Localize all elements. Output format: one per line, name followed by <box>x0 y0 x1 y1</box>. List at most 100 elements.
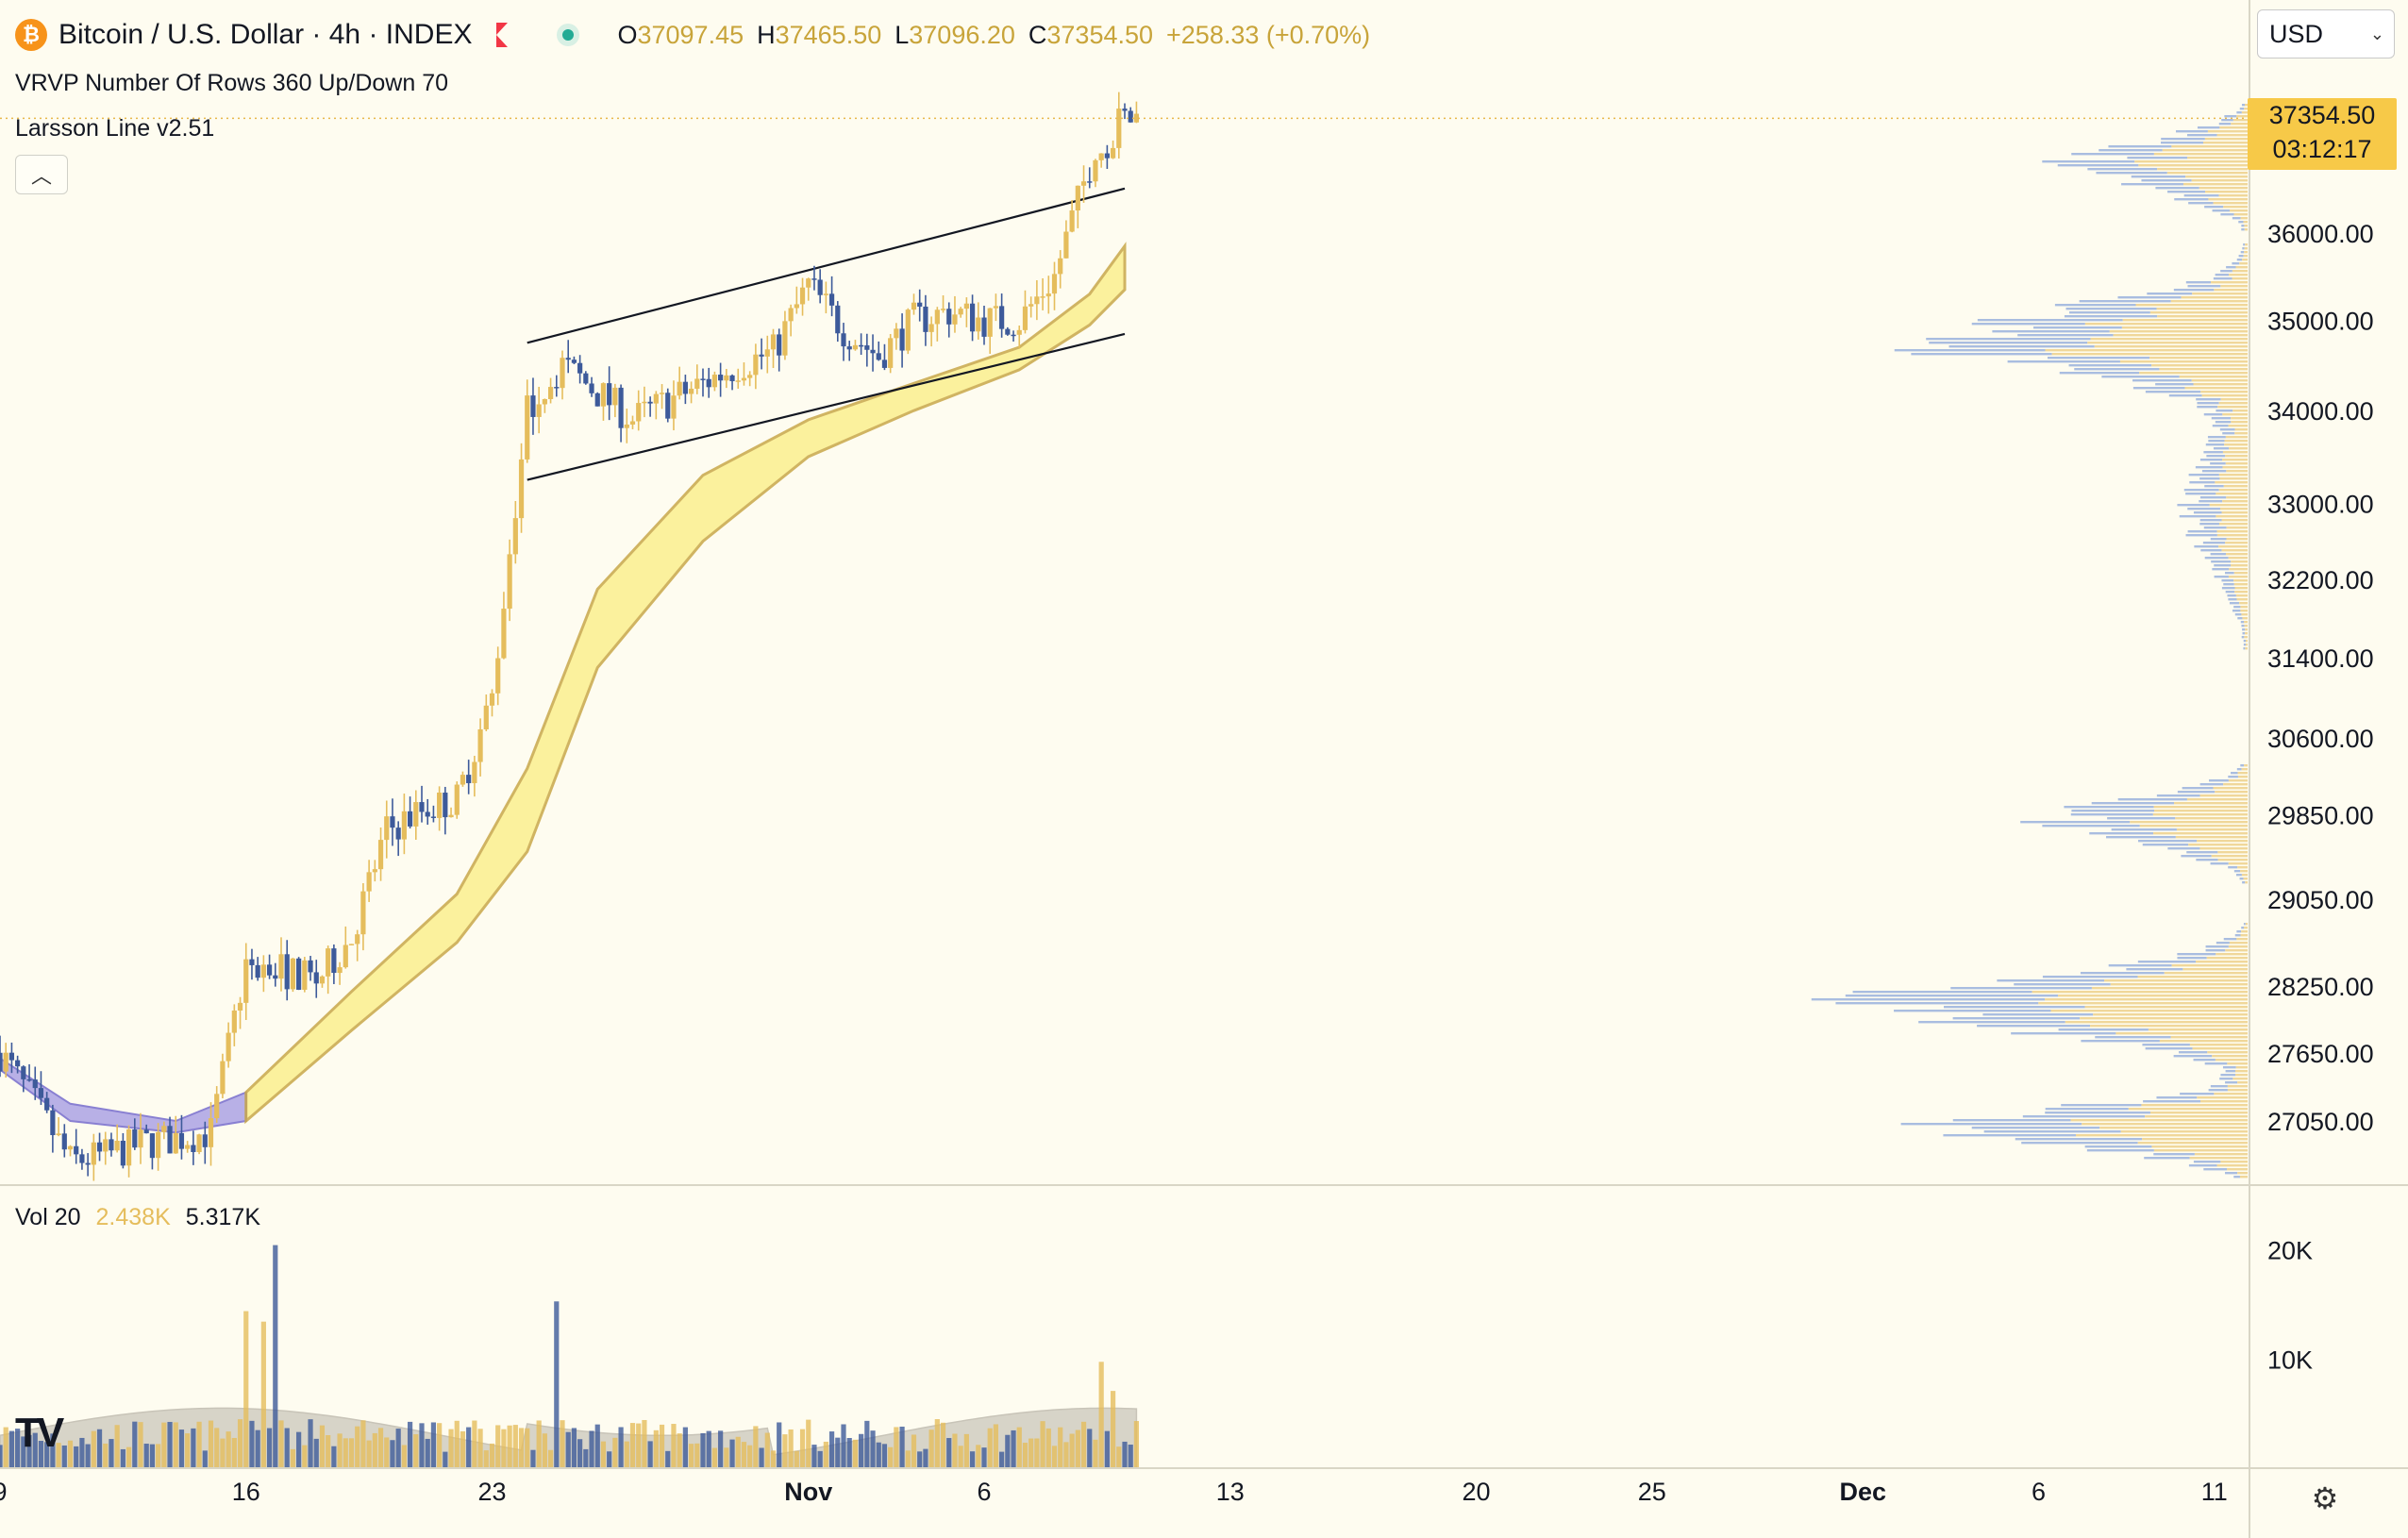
candle-up <box>226 1032 231 1062</box>
volume-profile-down <box>2210 1085 2228 1088</box>
volume-profile-down <box>2220 270 2232 273</box>
ohlc-open-key: O <box>617 20 638 49</box>
candles <box>0 92 1140 1181</box>
volume-bar <box>372 1432 377 1468</box>
candle-up <box>1045 293 1051 297</box>
time-axis-label: 9 <box>0 1478 8 1506</box>
volume-profile-down <box>2117 296 2182 299</box>
volume-legend[interactable]: Vol 20 2.438K 5.317K <box>15 1204 260 1231</box>
volume-profile-down <box>2228 866 2238 869</box>
volume-bar <box>1087 1429 1093 1468</box>
gear-icon[interactable]: ⚙ <box>2311 1481 2339 1515</box>
volume-bar <box>583 1448 589 1468</box>
volume-bar <box>881 1444 888 1468</box>
candle-up <box>799 287 806 305</box>
volume-bar <box>313 1438 319 1468</box>
volume-profile-down <box>2197 406 2218 409</box>
volume-bar <box>243 1311 249 1468</box>
volume-profile-down <box>2188 474 2219 476</box>
volume-bar <box>835 1437 841 1468</box>
volume-profile-down <box>2071 810 2155 812</box>
flag-icon[interactable] <box>496 23 509 47</box>
volume-profile-up <box>2228 779 2248 782</box>
volume-profile-down <box>1929 342 2088 344</box>
volume-profile-down <box>2057 164 2139 167</box>
volume-profile-up <box>2218 194 2248 197</box>
volume-profile-down <box>2095 1036 2171 1039</box>
candle-up <box>1069 210 1075 232</box>
indicator-vrvp[interactable]: VRVP Number Of Rows 360 Up/Down 70 <box>15 70 449 96</box>
volume-profile-up <box>2229 447 2248 450</box>
candle-down <box>777 334 782 356</box>
volume-profile-up <box>2090 338 2248 341</box>
candle-up <box>125 1128 132 1166</box>
time-axis-label: Dec <box>1839 1478 1886 1506</box>
volume-profile-down <box>2228 776 2238 778</box>
volume-profile-up <box>2216 953 2248 956</box>
volume-profile-up <box>2120 1130 2248 1133</box>
volume-bar <box>360 1420 366 1468</box>
volume-profile-down <box>1926 338 2091 341</box>
volume-profile-up <box>2166 172 2248 175</box>
volume-profile-up <box>2087 342 2248 344</box>
candle-up <box>782 321 788 356</box>
candle-down <box>430 816 437 818</box>
volume-bar <box>343 1438 348 1468</box>
volume-bar <box>706 1430 711 1468</box>
volume-profile-up <box>2226 527 2248 529</box>
collapse-indicators-button[interactable]: ︿ <box>15 155 68 194</box>
candle-up <box>724 375 729 381</box>
tradingview-logo[interactable]: TV <box>15 1410 64 1456</box>
volume-profile-up <box>2212 1055 2248 1058</box>
candle-up <box>372 869 377 873</box>
candle-down <box>647 401 653 404</box>
volume-bar <box>671 1424 677 1468</box>
volume-profile-up <box>2233 579 2248 582</box>
ohlc-open-value: 37097.45 <box>637 20 744 49</box>
volume-bar <box>911 1434 917 1468</box>
volume-profile-up <box>2084 1006 2248 1009</box>
volume-profile-up <box>2229 568 2248 571</box>
volume-profile-up <box>2130 821 2248 824</box>
candle-up <box>138 1129 143 1148</box>
volume-profile-down <box>2210 538 2227 541</box>
volume-profile-up <box>2245 628 2248 631</box>
volume-profile-down <box>2212 568 2230 571</box>
volume-profile-up <box>2227 1168 2248 1171</box>
volume-profile-up <box>2235 1070 2248 1073</box>
volume-profile-down <box>1918 1021 2065 1024</box>
volume-profile-up <box>2211 281 2248 284</box>
volume-bar <box>629 1423 636 1468</box>
indicator-larsson[interactable]: Larsson Line v2.51 <box>15 115 215 142</box>
candle-up <box>764 349 770 357</box>
candle-up <box>806 278 811 288</box>
volume-profile-down <box>2173 289 2215 292</box>
volume-bar <box>1116 1446 1122 1468</box>
candle-down <box>32 1079 38 1089</box>
volume-profile-up <box>2170 1036 2248 1039</box>
volume-profile-down <box>2219 1078 2233 1080</box>
volume-profile-down <box>2033 326 2122 329</box>
currency-select[interactable]: USD ⌄ <box>2257 9 2395 59</box>
candle-down <box>1122 109 1128 111</box>
volume-bar <box>817 1450 823 1468</box>
volume-profile-up <box>2213 787 2248 790</box>
volume-profile-down <box>2233 1176 2240 1179</box>
volume-profile-up <box>2222 459 2248 461</box>
volume-profile-down <box>2211 417 2232 420</box>
volume-bar <box>466 1427 472 1468</box>
volume-profile-up <box>2141 1104 2248 1107</box>
volume-profile-up <box>2233 583 2248 586</box>
market-status-icon[interactable] <box>557 24 580 46</box>
volume-profile-down <box>2228 598 2237 601</box>
volume-profile-up <box>2051 353 2248 356</box>
volume-bar <box>208 1420 214 1468</box>
symbol-title[interactable]: Bitcoin / U.S. Dollar · 4h · INDEX <box>59 19 473 50</box>
volume-profile-up <box>2240 217 2248 220</box>
candle-up <box>360 891 366 935</box>
candle-up <box>636 403 642 422</box>
volume-bar <box>114 1425 120 1468</box>
volume-profile-up <box>2171 145 2248 148</box>
volume-bar <box>530 1449 536 1468</box>
